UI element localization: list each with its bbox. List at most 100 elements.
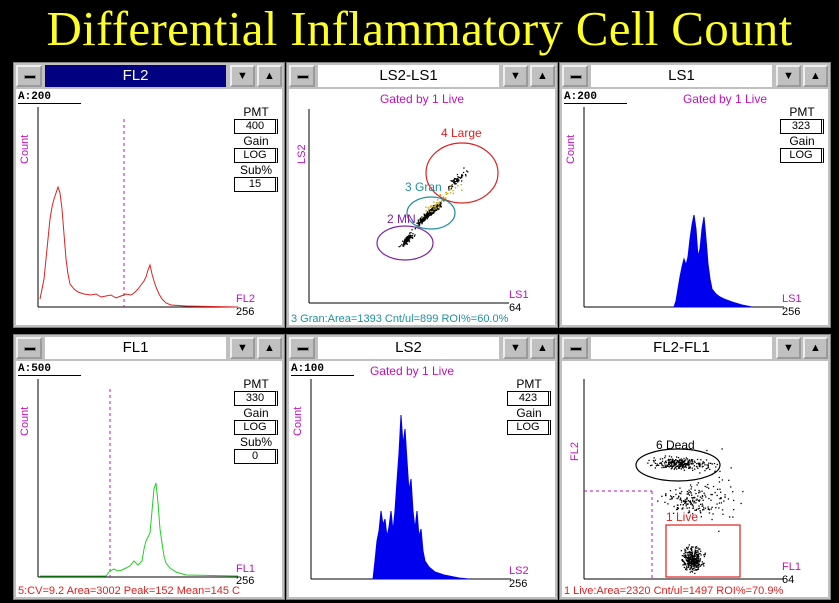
scatter-dot [648, 459, 650, 462]
window-fl1[interactable]: FL1 ▼ ▲ A:500 Count FL1 256 PMT 330 Gain… [13, 334, 285, 600]
scatter-dot [407, 235, 409, 237]
title-bar[interactable]: LS2 ▼ ▲ [289, 337, 555, 359]
window-fl2[interactable]: FL2 ▼ ▲ A:200 Count FL2 256 PMT 400 Gain… [13, 62, 285, 328]
maximize-button[interactable]: ▲ [530, 65, 555, 87]
system-menu-button[interactable] [562, 65, 588, 87]
scatter-dot [721, 509, 724, 511]
scatter-dot [684, 463, 686, 465]
gain-input[interactable]: LOG [780, 148, 824, 163]
region-dead [635, 448, 721, 482]
title-bar[interactable]: FL2 ▼ ▲ [16, 65, 282, 87]
minimize-button[interactable]: ▼ [776, 65, 801, 87]
plot-area[interactable]: A:200 Gated by 1 Live Count LS1 256 PMT … [562, 89, 828, 325]
sub-input[interactable]: 15 [234, 177, 278, 192]
plot-area[interactable]: A:200 Count FL2 256 PMT 400 Gain LOG Sub… [16, 89, 282, 325]
minimize-button[interactable]: ▼ [503, 65, 528, 87]
gain-input[interactable]: LOG [507, 420, 551, 435]
plot-area[interactable]: Gated by 1 Live LS2 4 Large 3 Gran 2 MN … [289, 89, 555, 325]
scatter-dot [665, 494, 667, 496]
scatter-dot [682, 467, 684, 469]
scatter-dot [696, 463, 698, 465]
title-bar[interactable]: FL1 ▼ ▲ [16, 337, 282, 359]
scatter-dot [435, 207, 437, 209]
minimize-button[interactable]: ▼ [230, 65, 255, 87]
plot-area[interactable]: A:500 Count FL1 256 PMT 330 Gain LOG Sub… [16, 361, 282, 597]
system-menu-button[interactable] [16, 337, 42, 359]
pmt-input[interactable]: 400 [234, 119, 278, 134]
maximize-button[interactable]: ▲ [257, 65, 282, 87]
system-menu-button[interactable] [289, 337, 315, 359]
scatter-dot [698, 500, 700, 502]
scatter-dot [650, 464, 652, 467]
window-fl2-fl1[interactable]: FL2-FL1 ▼ ▲ FL2 6 Dead 1 Live FL1 64 1 L… [559, 334, 831, 600]
scatter-dot [696, 561, 698, 563]
scatter-dot [674, 464, 676, 466]
scatter-dot [681, 508, 683, 510]
scatter-dot [724, 494, 726, 496]
minimize-button[interactable]: ▼ [230, 337, 255, 359]
scatter-dot [440, 200, 442, 202]
scatter-dot [678, 461, 680, 463]
scatter-dot [671, 497, 673, 499]
scatter-dot [455, 178, 457, 180]
sub-input[interactable]: 0 [234, 449, 278, 464]
maximize-button[interactable]: ▲ [257, 337, 282, 359]
scatter-dot [679, 498, 682, 501]
title-bar[interactable]: LS2-LS1 ▼ ▲ [289, 65, 555, 87]
scatter-dot [682, 507, 684, 509]
scatter-dot [437, 208, 439, 210]
scatter-dot [685, 557, 687, 559]
scatter-dot [695, 569, 697, 571]
scatter-dot [719, 488, 721, 490]
scatter-dot [701, 505, 703, 507]
scatter-dot [410, 236, 412, 239]
scatter-dot [654, 462, 656, 464]
window-ls2[interactable]: LS2 ▼ ▲ A:100 Gated by 1 Live Count LS2 … [286, 334, 558, 600]
system-menu-button[interactable] [562, 337, 588, 359]
scatter-dot [690, 547, 692, 550]
maximize-button[interactable]: ▲ [803, 65, 828, 87]
maximize-button[interactable]: ▲ [803, 337, 828, 359]
scatter-dot [699, 552, 701, 555]
minimize-button[interactable]: ▼ [503, 337, 528, 359]
region-mn-label: 2 MN [387, 212, 416, 226]
maximize-button[interactable]: ▲ [530, 337, 555, 359]
plot-area[interactable]: FL2 6 Dead 1 Live FL1 64 1 Live:Area=232… [562, 361, 828, 597]
scatter-dot [693, 564, 695, 566]
scatter-dot [421, 221, 423, 223]
scatter-dot [694, 546, 697, 548]
scatter-dot [450, 180, 452, 182]
system-menu-button[interactable] [289, 65, 315, 87]
scatter-dot [690, 461, 692, 463]
scatter-dot [680, 491, 683, 493]
scatter-dot [700, 554, 702, 556]
pmt-input[interactable]: 423 [507, 391, 551, 406]
plot-area[interactable]: A:100 Gated by 1 Live Count LS2 256 PMT … [289, 361, 555, 597]
title-bar[interactable]: LS1 ▼ ▲ [562, 65, 828, 87]
scatter-dot [677, 465, 679, 467]
pmt-input[interactable]: 323 [780, 119, 824, 134]
scatter-dot [669, 490, 672, 492]
scatter-dot [439, 203, 441, 205]
minimize-button[interactable]: ▼ [776, 337, 801, 359]
region-dead-label: 6 Dead [656, 438, 695, 452]
scatter-dot [687, 551, 689, 553]
scatter-dot [701, 563, 703, 566]
scatter-dot [718, 481, 721, 483]
gain-input[interactable]: LOG [234, 420, 278, 435]
scatter-dot [676, 508, 679, 511]
scatter-dot [692, 565, 694, 567]
title-bar[interactable]: FL2-FL1 ▼ ▲ [562, 337, 828, 359]
scatter-dot [431, 212, 433, 214]
scatter-dot [690, 552, 692, 554]
pmt-input[interactable]: 330 [234, 391, 278, 406]
scatter-dot [704, 494, 706, 496]
gain-input[interactable]: LOG [234, 148, 278, 163]
window-ls2-ls1[interactable]: LS2-LS1 ▼ ▲ Gated by 1 Live LS2 4 Large … [286, 62, 558, 328]
scatter-dot [700, 516, 702, 518]
scatter-dot [694, 561, 697, 563]
system-menu-button[interactable] [16, 65, 42, 87]
window-ls1[interactable]: LS1 ▼ ▲ A:200 Gated by 1 Live Count LS1 … [559, 62, 831, 328]
scatter-dot [701, 490, 703, 492]
scatter-dot [425, 206, 427, 208]
